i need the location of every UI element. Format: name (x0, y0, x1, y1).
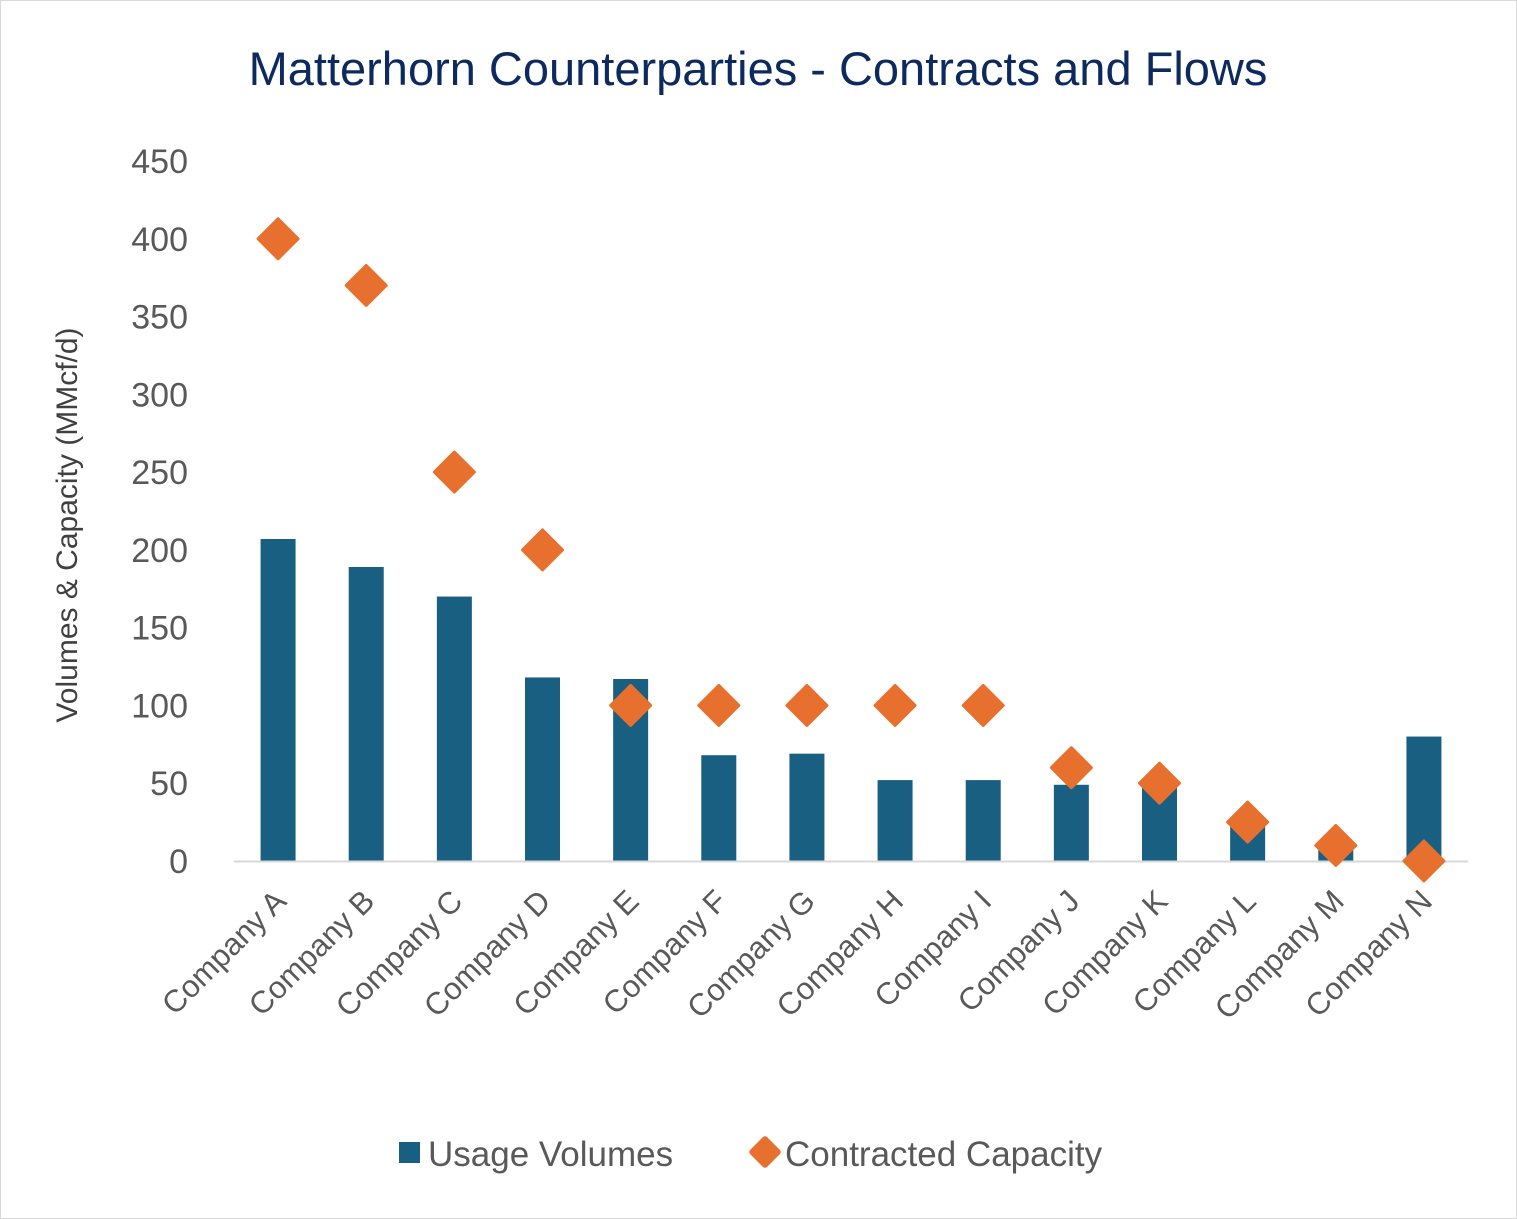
y-tick-label: 300 (131, 376, 188, 414)
legend-swatch-contracted-capacity (749, 1136, 781, 1168)
y-tick-label: 250 (131, 454, 188, 492)
bar-company-i (965, 780, 1001, 861)
y-tick-label: 100 (131, 687, 188, 725)
y-tick-label: 350 (131, 299, 188, 337)
marker-company-l (1226, 800, 1270, 844)
y-tick-label: 200 (131, 532, 188, 570)
marker-company-e (609, 683, 653, 727)
marker-company-n (1402, 839, 1446, 883)
marker-company-f (697, 683, 741, 727)
marker-company-g (785, 683, 829, 727)
bar-company-h (877, 780, 913, 861)
marker-company-h (873, 683, 917, 727)
bar-company-a (260, 539, 296, 861)
y-axis-title: Volumes & Capacity (MMcf/d) (51, 327, 84, 722)
marker-company-a (256, 217, 300, 261)
marker-company-i (961, 683, 1005, 727)
bar-company-b (348, 567, 384, 861)
legend: Usage Volumes Contracted Capacity (399, 1135, 1103, 1174)
marker-company-d (521, 528, 564, 572)
legend-label-contracted-capacity: Contracted Capacity (785, 1135, 1103, 1174)
usage-volumes-series (260, 539, 1442, 861)
chart-title: Matterhorn Counterparties - Contracts an… (249, 42, 1268, 95)
marker-company-b (344, 263, 388, 307)
bar-company-f (701, 755, 737, 861)
y-tick-label: 50 (150, 765, 188, 803)
y-axis: 0 50 100 150 200 250 300 350 400 450 (131, 143, 188, 881)
marker-company-c (432, 450, 476, 494)
y-tick-label: 150 (131, 610, 188, 648)
bar-company-d (525, 677, 560, 861)
legend-label-usage-volumes: Usage Volumes (428, 1135, 673, 1174)
marker-company-j (1049, 746, 1093, 790)
bar-company-j (1053, 784, 1089, 861)
marker-company-k (1138, 761, 1181, 805)
y-tick-label: 0 (169, 843, 188, 881)
contracted-capacity-series (256, 217, 1446, 883)
bar-company-c (436, 596, 472, 861)
legend-swatch-usage-volumes (399, 1142, 420, 1163)
y-tick-label: 450 (131, 143, 188, 181)
y-tick-label: 400 (131, 221, 188, 259)
bar-company-g (789, 753, 825, 861)
marker-company-m (1314, 823, 1358, 867)
